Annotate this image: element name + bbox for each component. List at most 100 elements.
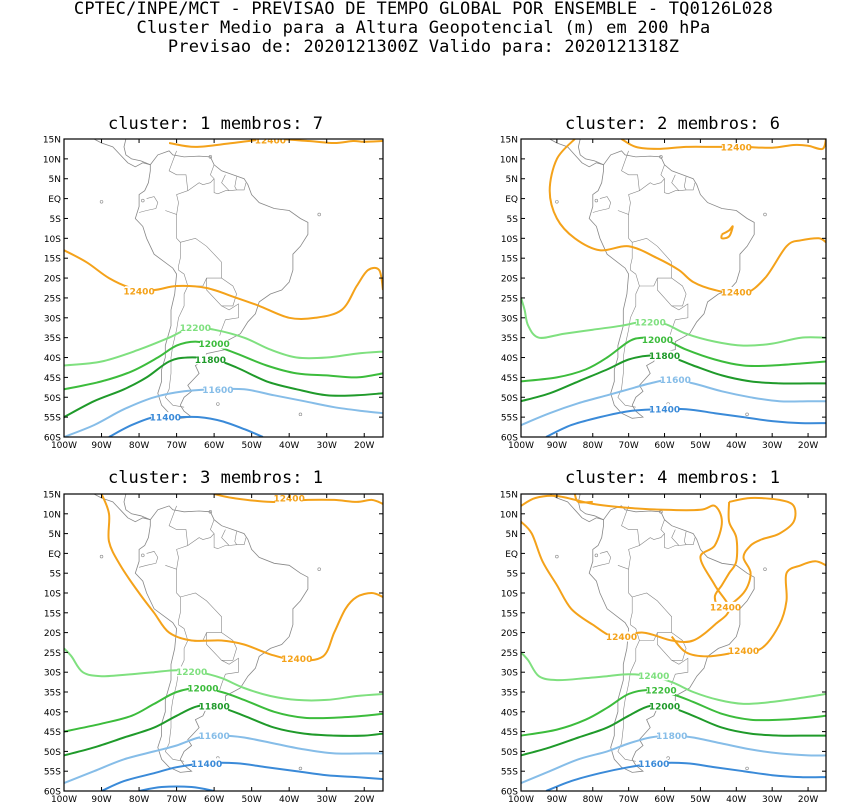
contour-label-bg (636, 316, 665, 327)
coastline (588, 505, 755, 773)
lon-label: 80W (583, 795, 603, 803)
lon-label: 50W (690, 795, 710, 803)
country-border (592, 551, 612, 568)
lat-label: 50S (501, 748, 518, 758)
lat-label: 45S (44, 728, 61, 738)
country-border (617, 565, 633, 625)
contour-label: 11800 (649, 352, 680, 362)
lat-label: 25S (501, 294, 518, 304)
lat-label: 15N (43, 136, 61, 146)
contour-label: 11600 (660, 376, 691, 386)
map-panel-4-content: 12400 12400 12400 12400 12200 12000 11800 11600 (521, 494, 826, 791)
lat-label: 50S (44, 748, 61, 758)
lon-label: 100W (508, 441, 534, 451)
island (594, 553, 599, 558)
country-border (671, 529, 680, 546)
contour-line-11400 (101, 761, 383, 791)
island (141, 198, 145, 203)
lat-label: 20S (44, 629, 61, 639)
coastline-central-america (123, 139, 151, 166)
contour-label: 11600 (638, 760, 669, 770)
lat-label: 60S (501, 788, 518, 798)
contour-label-bg (650, 350, 679, 361)
panel-4-title: cluster: 4 membros: 1 (565, 468, 780, 488)
contour-line-11400 (545, 761, 826, 791)
contour-label: 12400 (274, 494, 305, 504)
lat-label: 10N (500, 510, 518, 520)
island (659, 155, 663, 159)
lat-label: 15S (44, 255, 61, 265)
island (298, 766, 303, 771)
lat-label: 10S (501, 590, 518, 600)
map-frame (520, 493, 827, 792)
country-border (639, 533, 665, 546)
contour-label-bg (639, 758, 668, 769)
lon-label: 50W (690, 441, 710, 451)
country-border (178, 592, 222, 641)
lat-label: 35S (501, 689, 518, 699)
island (763, 212, 767, 217)
map-panel-2-content: 12400 12400 12200 12000 11800 11600 11400 (521, 139, 826, 437)
contour-line-12400 (670, 560, 826, 658)
lon-label: 80W (583, 441, 603, 451)
contour-label-bg (275, 494, 304, 503)
contour-label-bg (650, 700, 679, 711)
lat-label: EQ (505, 550, 518, 560)
country-border (139, 551, 159, 568)
contour-label: 12400 (255, 136, 286, 146)
contour-label: 12200 (176, 668, 207, 678)
contour-line-12400 (573, 494, 593, 504)
contour-label: 12400 (606, 633, 637, 643)
lat-label: 10N (43, 155, 61, 165)
lat-label: 60S (44, 788, 61, 798)
contour-label: 12000 (649, 702, 680, 712)
country-border (683, 176, 687, 191)
contour-label: 12400 (728, 647, 759, 657)
lat-label: 30S (501, 314, 518, 324)
lon-label: 80W (129, 795, 149, 803)
lat-label: 40S (44, 708, 61, 718)
map-frame (63, 138, 384, 438)
contour-label-bg (196, 354, 225, 365)
country-border (660, 519, 696, 549)
lon-label: 60W (204, 441, 224, 451)
lat-label: 5S (507, 215, 519, 225)
contour-line-12000 (521, 689, 826, 737)
island (141, 553, 145, 558)
lat-label: 25S (44, 294, 61, 304)
header-line-2: Cluster Medio para a Altura Geopotencial… (136, 18, 711, 38)
lat-label: 10S (44, 235, 61, 245)
country-border (206, 632, 237, 661)
lat-label: 5N (506, 530, 518, 540)
contour-line-12400 (213, 494, 383, 505)
contour-label-bg (256, 139, 285, 145)
map-frame (63, 493, 384, 792)
lon-label: 70W (618, 795, 638, 803)
contour-label-bg (200, 700, 229, 711)
contour-label: 12400 (721, 288, 752, 298)
contour-label-bg (200, 730, 229, 741)
contour-label-bg (657, 730, 686, 741)
panel-1-title: cluster: 1 membros: 7 (108, 114, 323, 134)
lat-label: 25S (44, 649, 61, 659)
map-panel-3: 12400 12400 12200 12000 11800 11600 11400 15N 10… (43, 491, 384, 803)
contour-label-bg (646, 685, 675, 696)
lat-label: EQ (48, 195, 61, 205)
lat-label: 35S (44, 334, 61, 344)
lat-label: 15S (501, 609, 518, 619)
lat-label: 55S (501, 414, 518, 424)
lat-label: 55S (44, 414, 61, 424)
country-border (669, 303, 689, 336)
contour-label-bg (607, 631, 636, 642)
contour-label-bg (282, 653, 311, 664)
country-border (219, 657, 239, 691)
country-border (187, 533, 215, 546)
contour-label-bg (729, 645, 758, 656)
country-border (660, 164, 696, 195)
country-border (683, 531, 687, 545)
country-border (187, 178, 215, 191)
lat-label: 10S (501, 235, 518, 245)
island (208, 155, 213, 159)
country-border (621, 150, 640, 215)
lon-label: 70W (166, 795, 186, 803)
